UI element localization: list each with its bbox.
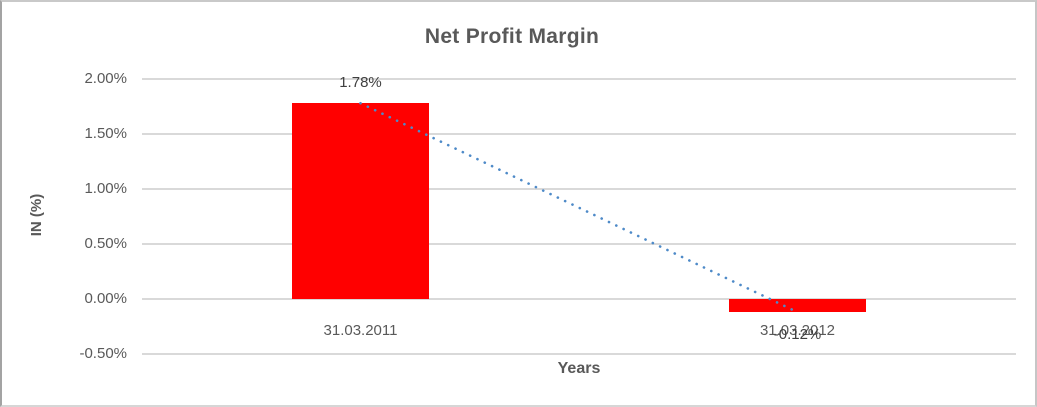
gridline bbox=[142, 243, 1016, 245]
y-axis-tick-label: 0.00% bbox=[84, 290, 127, 307]
bar-31.03.2011 bbox=[292, 103, 429, 299]
gridline bbox=[142, 78, 1016, 80]
x-axis-category-label: 31.03.2012 bbox=[759, 322, 836, 339]
data-label: 1.78% bbox=[339, 74, 382, 92]
data-label: -0.12% bbox=[773, 326, 822, 344]
chart-title: Net Profit Margin bbox=[424, 25, 600, 48]
y-axis-tick-label: 1.50% bbox=[84, 125, 127, 142]
gridline bbox=[142, 133, 1016, 135]
y-axis-tick-label: 0.50% bbox=[84, 235, 127, 252]
bar-31.03.2012 bbox=[729, 299, 866, 313]
y-axis-tick-label: 2.00% bbox=[84, 70, 127, 87]
y-axis-tick-label: -0.50% bbox=[79, 345, 127, 362]
gridline bbox=[142, 353, 1016, 355]
x-axis-category-label: 31.03.2011 bbox=[323, 322, 398, 339]
y-axis-title: IN (%) bbox=[28, 193, 45, 237]
x-axis-title: Years bbox=[557, 360, 601, 377]
gridline bbox=[142, 298, 1016, 300]
gridline bbox=[142, 188, 1016, 190]
y-axis-tick-label: 1.00% bbox=[84, 180, 127, 197]
